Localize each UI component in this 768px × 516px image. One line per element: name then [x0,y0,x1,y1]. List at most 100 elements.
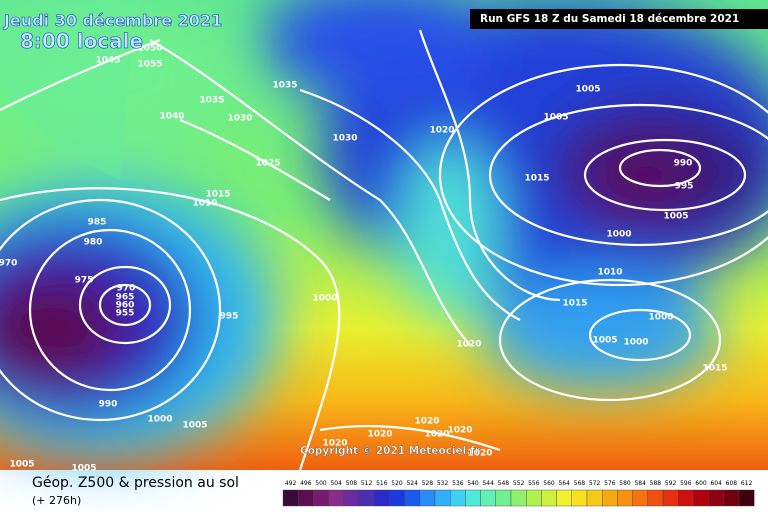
isobar-label: 1020 [414,417,439,427]
scale-label: 612 [741,480,753,487]
isobar-label: 970 [117,284,136,294]
isobar-label: 1020 [367,430,392,440]
scale-label: 508 [346,480,358,487]
isobar-label: 1025 [255,159,280,169]
scale-swatch [328,489,345,507]
isobar-label: 1030 [332,134,357,144]
scale-swatch [723,489,740,507]
isobar-label: 980 [84,238,103,248]
isobar-label: 1000 [648,313,673,323]
isobar-label: 1055 [137,60,162,70]
scale-label: 536 [452,480,464,487]
isobar-label: 1020 [467,449,492,459]
isobar-label: 1005 [663,212,688,222]
scale-label: 500 [315,480,327,487]
scale-label: 600 [695,480,707,487]
scale-label: 568 [574,480,586,487]
scale-label: 496 [300,480,312,487]
isobar-label: 1030 [227,114,252,124]
scale-swatch [556,489,572,507]
isobar-label: 1015 [562,299,587,309]
isobar-label: 1005 [543,113,568,123]
scale-swatch [602,489,618,507]
isobar-label: 1015 [702,364,727,374]
footer-title: Géop. Z500 & pression au sol [32,475,239,491]
isobar-label: 1035 [272,81,297,91]
isobar-label: 1005 [182,421,207,431]
isobar-label: 1015 [524,174,549,184]
scale-label: 572 [589,480,601,487]
scale-swatch [495,489,512,507]
isobar-label: 955 [116,309,135,319]
scale-swatch [738,489,755,507]
scale-swatch [617,489,633,507]
scale-label: 588 [650,480,662,487]
scale-swatch [374,489,390,507]
isobar-label: 990 [674,159,693,169]
isobar-label: 985 [88,218,107,228]
isobars [0,29,768,471]
scale-swatch [632,489,648,507]
isobar-label: 1020 [429,126,454,136]
scale-label: 492 [285,480,297,487]
scale-label: 552 [513,480,525,487]
run: Run GFS 18 Z du Samedi 18 décembre 2021 [480,13,739,25]
scale-swatch [541,489,557,507]
scale-label: 556 [528,480,540,487]
run-box [470,9,768,29]
scale-swatch [298,489,314,507]
scale-swatch [389,489,405,507]
scale-label: 544 [482,480,494,487]
scale-swatch [434,489,451,507]
scale-swatch [510,489,527,507]
scale-label: 540 [467,480,479,487]
scale-swatch [693,489,709,507]
scale-swatch [404,489,421,507]
isobar-label: 975 [75,276,94,286]
isobar-label: 1005 [9,460,34,470]
scale-swatch [526,489,542,507]
scale-label: 528 [422,480,434,487]
isobar-label: 1000 [606,230,631,240]
scale-swatch [480,489,497,507]
isobar-label: 1015 [205,190,230,200]
scale-label: 580 [619,480,631,487]
scale-swatch [465,489,481,507]
isobar-label: 1000 [312,294,337,304]
isobar-label: 1005 [592,336,617,346]
scale-label: 520 [391,480,403,487]
scale-swatch [450,489,466,507]
scale-label: 532 [437,480,449,487]
copyright: Copyright © 2021 Meteociel.fr [300,445,481,457]
footer-lead: (+ 276h) [32,494,81,507]
scale-label: 524 [406,480,418,487]
scale-swatch [282,489,299,507]
scale-label: 576 [604,480,616,487]
isobar-label: 970 [0,259,17,269]
scale-label: 560 [543,480,555,487]
isobar-label: 1005 [575,85,600,95]
isobar-label: 1000 [623,338,648,348]
isobar-label: 995 [220,312,239,322]
scale-swatch [419,489,436,507]
scale-swatch [647,489,664,507]
isobar-label: 1005 [71,464,96,474]
isobar-label: 1040 [159,112,184,122]
map-field [0,0,768,470]
scale-label: 584 [634,480,646,487]
scale-swatch [313,489,329,507]
isobar-label: 1050 [137,44,162,54]
isobar-label: 1010 [597,268,622,278]
isobar-label: 1020 [447,426,472,436]
scale-swatch [678,489,694,507]
scale-label: 564 [558,480,570,487]
isobar-label: 1010 [192,199,217,209]
isobar-label: 1000 [147,415,172,425]
legend-scale: 492 496 500 504 508 512 516 520 524 528 532 536 540 5… [282,480,755,507]
scale-swatch [571,489,588,507]
scale-swatch [662,489,679,507]
scale-label: 604 [710,480,722,487]
isobar-label: 960 [116,301,135,311]
scale-label: 512 [361,480,373,487]
